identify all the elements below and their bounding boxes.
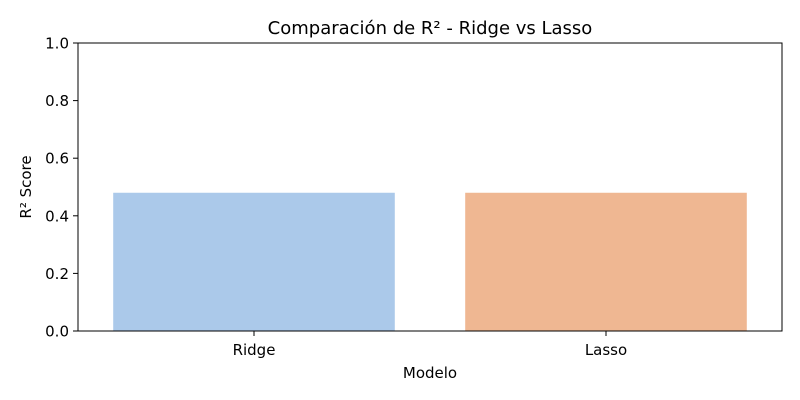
- y-tick-label: 0.2: [45, 265, 69, 283]
- bars: [113, 192, 747, 331]
- y-tick-label: 0.0: [45, 323, 69, 341]
- y-axis-ticks: 0.0 0.2 0.4 0.6 0.8 1.0: [45, 35, 78, 341]
- chart-title: Comparación de R² - Ridge vs Lasso: [268, 18, 593, 39]
- bar-lasso: [465, 192, 747, 331]
- plot-area: 0.0 0.2 0.4 0.6 0.8 1.0 Ridge Lasso: [45, 35, 783, 359]
- plot-frame: [77, 42, 783, 332]
- x-tick-label: Ridge: [233, 341, 276, 359]
- x-axis-ticks: Ridge Lasso: [233, 331, 627, 359]
- y-tick-label: 1.0: [45, 35, 69, 53]
- x-tick-label: Lasso: [585, 341, 627, 359]
- y-tick-label: 0.4: [45, 207, 69, 225]
- y-axis-label: R² Score: [17, 155, 35, 218]
- y-tick-label: 0.8: [45, 92, 69, 110]
- bar-ridge: [113, 192, 395, 331]
- y-tick-label: 0.6: [45, 150, 69, 168]
- x-axis-label: Modelo: [403, 364, 457, 382]
